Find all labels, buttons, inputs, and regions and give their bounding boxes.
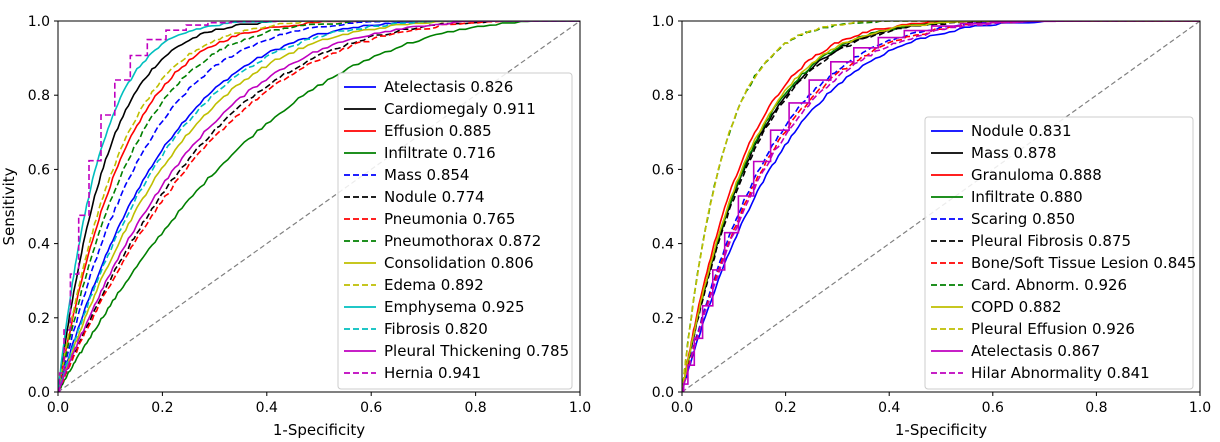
legend-label: Edema 0.892 — [384, 276, 484, 294]
x-tick-label: 0.2 — [151, 400, 173, 416]
roc-chart-1: 0.00.0 0.2 0.2 0.4 0.4 0.6 0.6 0.8 0.8 1.0 1.0 1-Sp… — [0, 14, 591, 439]
legend-label: Nodule 0.774 — [384, 188, 485, 206]
y-tick-label: 0.0 — [28, 385, 50, 401]
legend-label: Effusion 0.885 — [384, 122, 492, 140]
legend-box — [924, 116, 1194, 390]
roc-curve-infiltrate — [58, 21, 580, 392]
roc-curve-pleural-fibrosis — [682, 21, 1200, 392]
legend-label: Mass 0.878 — [971, 144, 1056, 162]
legend-label: Hilar Abnormality 0.841 — [971, 364, 1150, 382]
legend-label: Consolidation 0.806 — [384, 254, 534, 272]
roc-curve-hilar-abnormality — [682, 21, 1200, 392]
y-tick-label: 0.8 — [652, 88, 674, 104]
legend-label: Pleural Effusion 0.926 — [971, 320, 1135, 338]
y-tick-label: 0.8 — [28, 88, 50, 104]
legend-label: Nodule 0.831 — [971, 122, 1072, 140]
legend: Atelectasis 0.826 Cardiomegaly 0.911 Effus… — [337, 72, 573, 390]
y-tick-label: 0.4 — [28, 237, 50, 253]
chance-diagonal — [681, 20, 1201, 393]
legend-label: Emphysema 0.925 — [384, 298, 525, 316]
legend-box — [337, 72, 573, 390]
x-axis-label: 1-Specificity — [273, 421, 365, 439]
y-tick-label: 0.6 — [28, 162, 50, 178]
x-tick-label: 0.4 — [878, 400, 900, 416]
roc-curve-mass — [58, 21, 580, 392]
legend-label: Pneumothorax 0.872 — [384, 232, 541, 250]
x-tick-label: 0.8 — [1085, 400, 1107, 416]
roc-curve-pleural-effusion — [682, 21, 1200, 392]
legend-label: Cardiomegaly 0.911 — [384, 100, 536, 118]
y-tick-label: 0.6 — [652, 162, 674, 178]
legend-label: Hernia 0.941 — [384, 364, 481, 382]
x-tick-label: 0.6 — [360, 400, 382, 416]
x-tick-label: 0.0 — [671, 400, 693, 416]
x-tick-label: 1.0 — [1189, 400, 1211, 416]
y-tick-label: 0.4 — [652, 237, 674, 253]
legend-label: COPD 0.882 — [971, 298, 1062, 316]
y-axis-label: Sensitivity — [0, 167, 18, 245]
legend-label: Pleural Thickening 0.785 — [384, 342, 569, 360]
x-tick-label: 0.2 — [774, 400, 796, 416]
legend-label: Card. Abnorm. 0.926 — [971, 276, 1127, 294]
x-tick-label: 0.0 — [47, 400, 69, 416]
roc-curve-fibrosis — [58, 21, 580, 392]
roc-curve-pleural-thickening — [58, 21, 580, 392]
legend-label: Pneumonia 0.765 — [384, 210, 515, 228]
x-tick-label: 0.8 — [464, 400, 486, 416]
roc-curve-pneumothorax — [58, 21, 580, 392]
x-tick-label: 1.0 — [569, 400, 591, 416]
roc-chart-2: 0.00.0 0.2 0.2 0.4 0.4 0.6 0.6 0.8 0.8 1.0 1.0 1-Sp… — [652, 14, 1211, 439]
y-tick-label: 1.0 — [28, 14, 50, 30]
y-tick-label: 1.0 — [652, 14, 674, 30]
y-tick-label: 0.2 — [28, 311, 50, 327]
chance-diagonal — [57, 20, 581, 393]
roc-curves — [682, 21, 1200, 392]
legend-label: Fibrosis 0.820 — [384, 320, 488, 338]
x-axis-label: 1-Specificity — [895, 421, 987, 439]
y-tick-label: 0.2 — [652, 311, 674, 327]
roc-curve-pneumonia — [58, 21, 580, 392]
x-tick-label: 0.6 — [982, 400, 1004, 416]
legend-label: Infiltrate 0.880 — [971, 188, 1083, 206]
legend-label: Atelectasis 0.826 — [384, 78, 513, 96]
roc-curve-granuloma — [682, 21, 1200, 392]
legend-label: Scaring 0.850 — [971, 210, 1075, 228]
legend-label: Mass 0.854 — [384, 166, 469, 184]
plot-frame — [681, 20, 1201, 393]
legend-label: Pleural Fibrosis 0.875 — [971, 232, 1131, 250]
legend-label: Infiltrate 0.716 — [384, 144, 496, 162]
legend-label: Atelectasis 0.867 — [971, 342, 1100, 360]
legend-label: Granuloma 0.888 — [971, 166, 1102, 184]
x-tick-label: 0.4 — [256, 400, 278, 416]
roc-curve-consolidation — [58, 21, 580, 392]
y-tick-label: 0.0 — [652, 385, 674, 401]
roc-curve-copd — [682, 21, 1200, 392]
legend-label: Bone/Soft Tissue Lesion 0.845 — [971, 254, 1196, 272]
legend: Nodule 0.831 Mass 0.878 Granuloma 0.888 Inf… — [924, 116, 1196, 390]
plot-frame — [57, 20, 581, 393]
roc-curve-effusion — [58, 21, 580, 392]
